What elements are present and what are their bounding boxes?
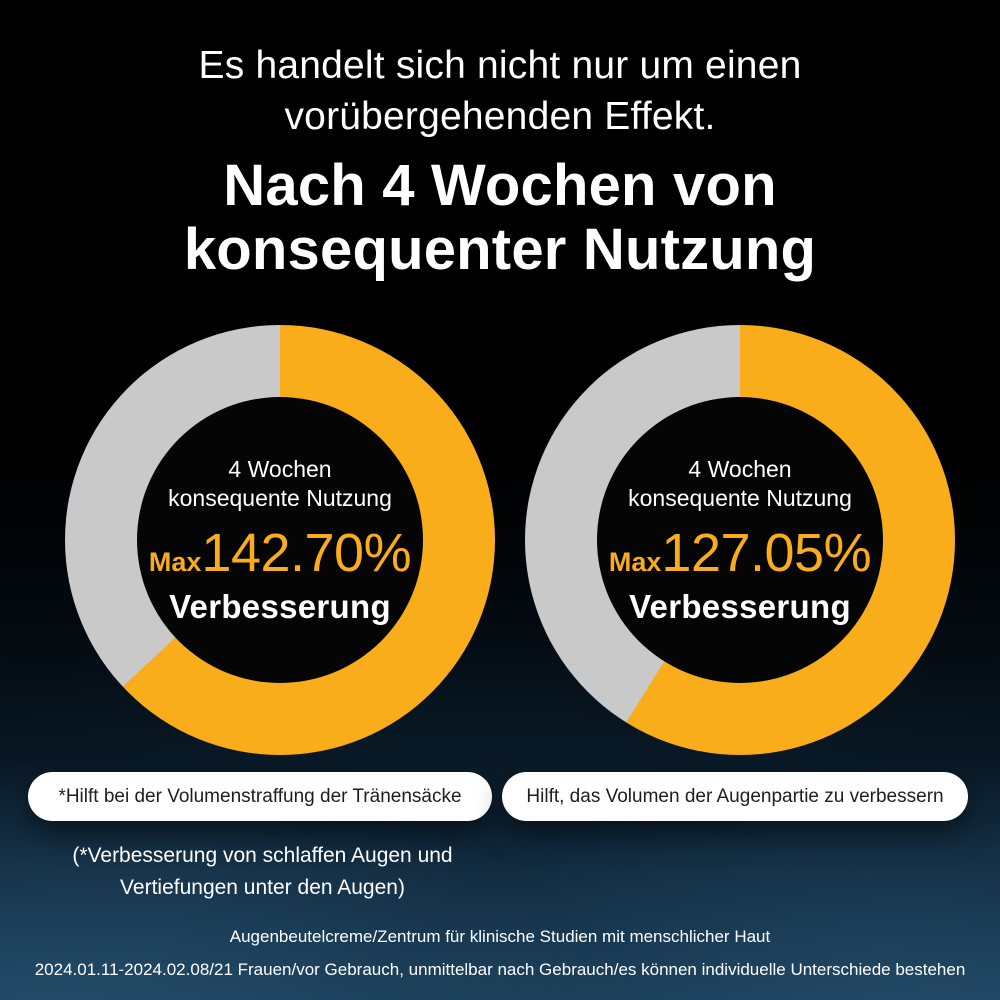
percentage-value: 142.70% xyxy=(201,522,412,583)
percentage-value: 127.05% xyxy=(661,522,872,583)
footnote-line2: Vertiefungen unter den Augen) xyxy=(120,876,405,899)
max-value: Max 127.05% xyxy=(608,522,872,584)
header: Es handelt sich nicht nur um einen vorüb… xyxy=(0,40,1000,282)
donut-hole xyxy=(137,397,423,683)
max-prefix: Max xyxy=(608,546,662,577)
claim-pill-left: *Hilft bei der Volumenstraffung der Trän… xyxy=(28,772,492,821)
donut-hole xyxy=(597,397,883,683)
footnote: (*Verbesserung von schlaffen Augen und V… xyxy=(30,840,495,904)
donut-right-center-text: 4 Wochen konsequente Nutzung Max 127.05% … xyxy=(525,325,955,755)
footer-study-source: Augenbeutelcreme/Zentrum für klinische S… xyxy=(229,927,771,946)
footer-study-details: 2024.01.11-2024.02.08/21 Frauen/vor Gebr… xyxy=(34,960,966,979)
improvement-label: Verbesserung xyxy=(629,587,851,625)
usage-label: 4 Wochen konsequente Nutzung xyxy=(168,455,392,511)
improvement-label: Verbesserung xyxy=(169,587,391,625)
max-prefix: Max xyxy=(148,546,202,577)
claim-pill-left-label: *Hilft bei der Volumenstraffung der Trän… xyxy=(58,785,462,807)
claim-pill-right-label: Hilft, das Volumen der Augenpartie zu ve… xyxy=(526,785,944,807)
subtitle: Es handelt sich nicht nur um einen vorüb… xyxy=(0,40,1000,142)
usage-label: 4 Wochen konsequente Nutzung xyxy=(628,455,852,511)
claim-pill-right: Hilft, das Volumen der Augenpartie zu ve… xyxy=(502,772,968,821)
donut-chart-right: 4 Wochen konsequente Nutzung Max 127.05% … xyxy=(525,325,955,755)
subtitle-line2: vorübergehenden Effekt. xyxy=(284,95,716,138)
title-line2: konsequenter Nutzung xyxy=(183,217,817,282)
max-value: Max 142.70% xyxy=(148,522,412,584)
page-title: Nach 4 Wochen von konsequenter Nutzung xyxy=(0,154,1000,282)
footer: Augenbeutelcreme/Zentrum für klinische S… xyxy=(0,927,1000,980)
donut-chart-left: 4 Wochen konsequente Nutzung Max 142.70% … xyxy=(65,325,495,755)
title-line1: Nach 4 Wochen von xyxy=(223,153,777,218)
subtitle-line1: Es handelt sich nicht nur um einen xyxy=(198,44,802,87)
footnote-line1: (*Verbesserung von schlaffen Augen und xyxy=(72,844,453,867)
donut-left-center-text: 4 Wochen konsequente Nutzung Max 142.70% … xyxy=(65,325,495,755)
